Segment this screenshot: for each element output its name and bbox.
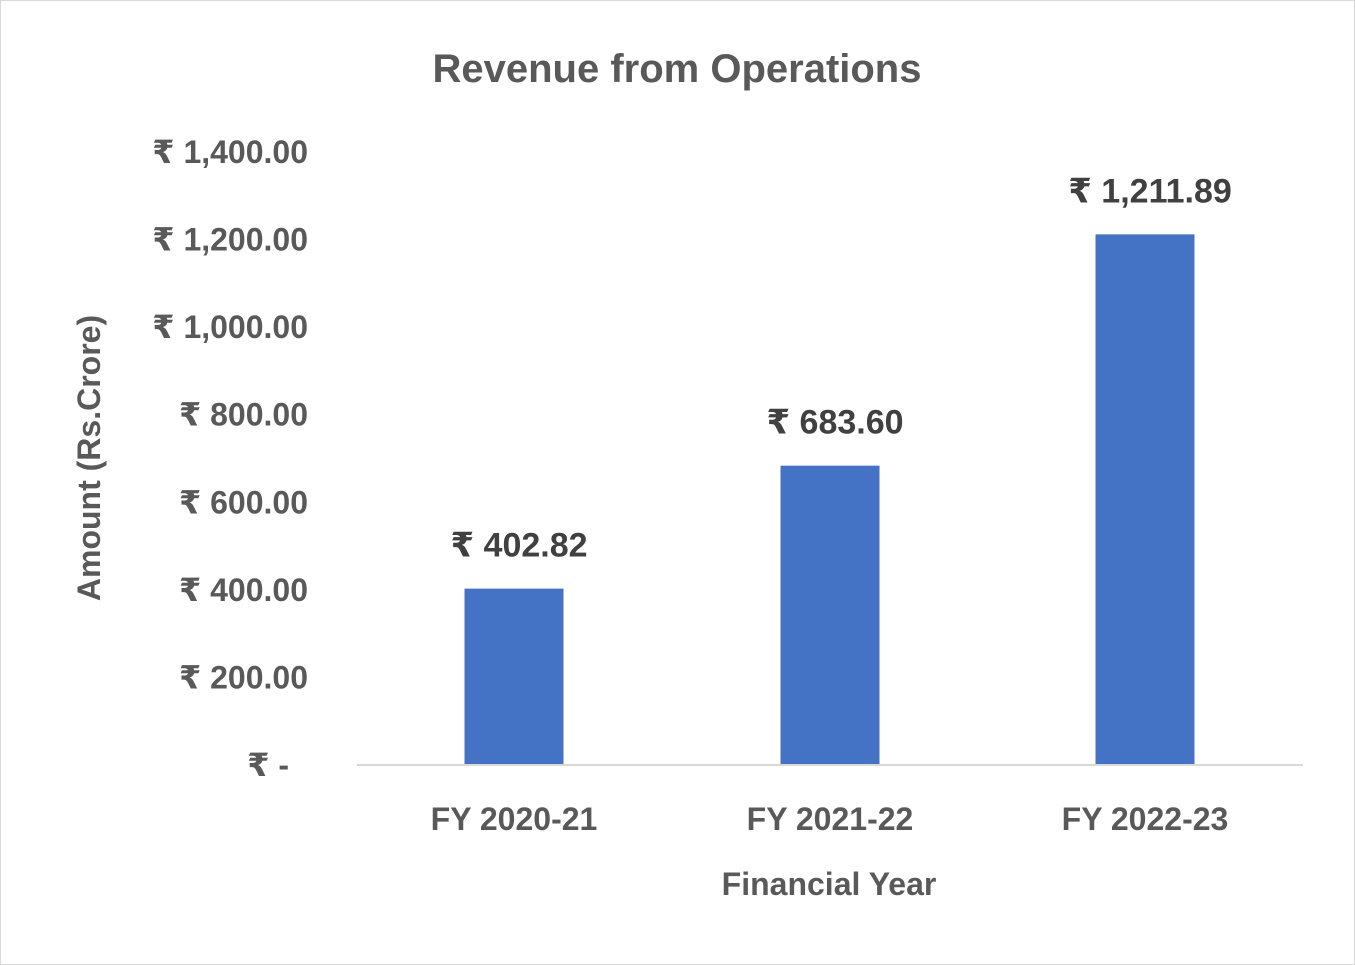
bar <box>1095 234 1195 766</box>
y-tick-label: ₹ 400.00 <box>179 572 308 608</box>
bar-data-label: ₹ 1,211.89 <box>1068 172 1232 210</box>
y-tick-label: ₹ 200.00 <box>179 659 308 695</box>
x-tick-label: FY 2022-23 <box>1062 801 1229 837</box>
x-tick-label: FY 2020-21 <box>431 801 598 837</box>
bar-data-label: ₹ 683.60 <box>766 404 903 442</box>
y-axis-ticks: ₹ - ₹ 200.00 ₹ 400.00 ₹ 600.00 ₹ 800.00 ₹ 1,0… <box>152 134 308 783</box>
y-tick-label: ₹ 1,000.00 <box>152 309 308 345</box>
x-axis-ticks: FY 2020-21 FY 2021-22 FY 2022-23 <box>431 801 1229 837</box>
bar <box>464 588 564 765</box>
y-tick-label: ₹ - <box>247 747 289 783</box>
bar-data-label: ₹ 402.82 <box>450 527 587 565</box>
y-tick-label: ₹ 1,200.00 <box>152 222 308 258</box>
y-tick-label: ₹ 1,400.00 <box>152 134 308 170</box>
bars <box>464 234 1195 766</box>
y-axis-title: Amount (Rs.Crore) <box>71 315 107 601</box>
bar <box>780 465 880 765</box>
data-labels: ₹ 402.82 ₹ 683.60 ₹ 1,211.89 <box>450 172 1231 564</box>
x-axis-title: Financial Year <box>722 866 937 902</box>
x-tick-label: FY 2021-22 <box>747 801 914 837</box>
y-tick-label: ₹ 600.00 <box>179 484 308 520</box>
y-tick-label: ₹ 800.00 <box>179 397 308 433</box>
chart-title: Revenue from Operations <box>432 47 921 91</box>
